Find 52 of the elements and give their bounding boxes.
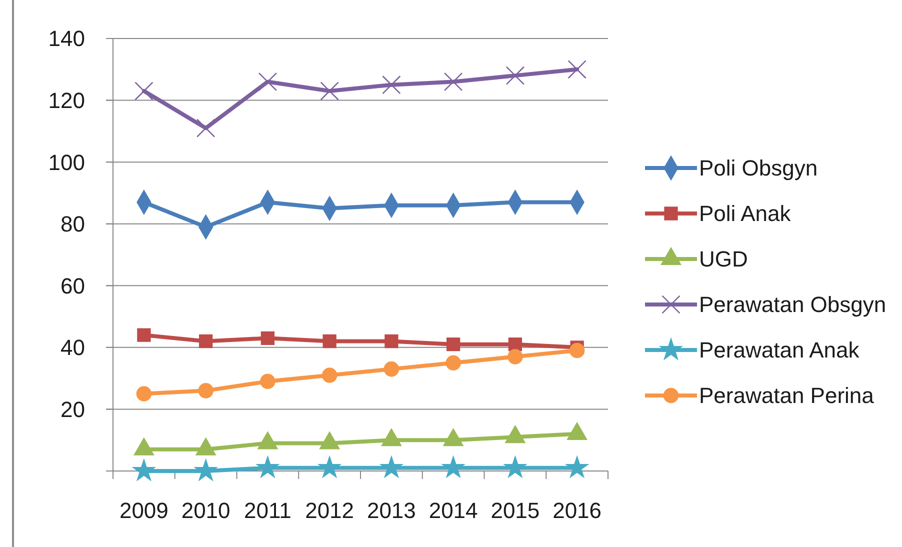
x-tick-label: 2016 <box>552 498 602 523</box>
point <box>384 334 398 348</box>
y-tick-label: 120 <box>48 88 85 113</box>
legend-label: Poli Anak <box>699 201 792 226</box>
legend-label: UGD <box>699 246 748 272</box>
x-tick-label: 2012 <box>305 498 354 523</box>
y-tick-label: 100 <box>48 150 85 175</box>
x-tick-label: 2015 <box>490 498 540 523</box>
point <box>508 338 522 352</box>
x-tick-label: 2010 <box>181 498 230 523</box>
y-tick-label: 80 <box>60 212 85 237</box>
point <box>260 374 276 390</box>
legend-label: Perawatan Perina <box>699 383 875 408</box>
point <box>504 456 526 478</box>
x-tick-label: 2011 <box>244 498 292 523</box>
point <box>137 328 151 342</box>
point <box>318 456 341 478</box>
point <box>446 338 460 352</box>
y-tick-label: 40 <box>60 335 85 360</box>
point <box>320 82 339 100</box>
y-tick-label: 140 <box>48 26 85 52</box>
point <box>194 459 217 481</box>
y-tick-label: 20 <box>60 396 85 422</box>
point <box>198 334 213 348</box>
point <box>446 355 461 370</box>
point <box>569 342 585 358</box>
point <box>380 456 403 478</box>
point <box>566 456 588 478</box>
point <box>260 331 275 345</box>
point <box>322 368 338 383</box>
x-tick-label: 2009 <box>119 498 168 523</box>
legend-label: Perawatan Obsgyn <box>699 292 886 318</box>
point <box>442 456 464 478</box>
point <box>322 334 336 348</box>
point <box>258 72 278 92</box>
y-tick-label: 60 <box>60 273 85 298</box>
point <box>384 361 400 377</box>
point <box>568 60 586 79</box>
legend-label: Poli Obsgyn <box>699 156 818 181</box>
point <box>132 459 156 481</box>
point <box>506 66 525 85</box>
point <box>134 82 154 100</box>
point <box>198 383 214 398</box>
point <box>382 75 401 94</box>
x-tick-label: 2014 <box>428 498 478 523</box>
legend-label: Perawatan Anak <box>699 338 860 363</box>
point <box>508 349 523 364</box>
point <box>444 72 463 92</box>
point <box>196 118 216 138</box>
x-tick-label: 2013 <box>366 498 416 523</box>
point <box>256 456 279 478</box>
point <box>136 386 152 402</box>
